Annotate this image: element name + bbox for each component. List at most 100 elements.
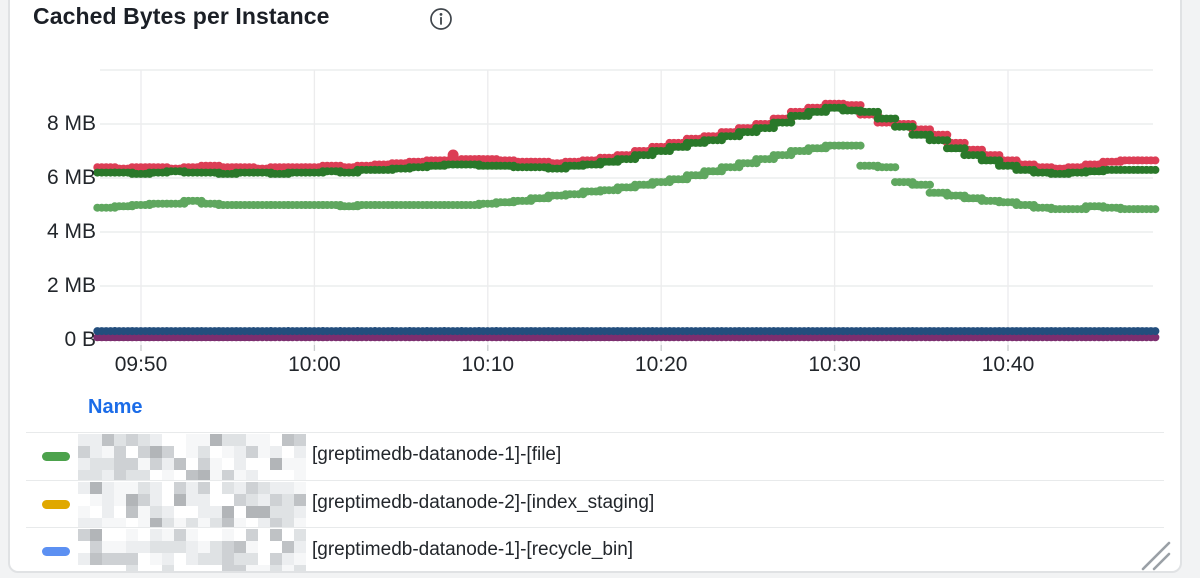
- mosaic-cell: [138, 553, 150, 565]
- mosaic-cell: [246, 482, 258, 494]
- chart-canvas[interactable]: [8, 0, 1182, 400]
- mosaic-cell: [246, 529, 258, 541]
- mosaic-cell: [186, 518, 198, 528]
- mosaic-cell: [198, 470, 210, 480]
- mosaic-cell: [282, 482, 294, 494]
- mosaic-cell: [282, 446, 294, 458]
- mosaic-cell: [270, 565, 282, 571]
- mosaic-cell: [258, 529, 270, 541]
- mosaic-cell: [198, 553, 210, 565]
- mosaic-cell: [162, 506, 174, 518]
- panel-title: Cached Bytes per Instance: [33, 3, 330, 29]
- mosaic-cell: [162, 470, 174, 480]
- mosaic-cell: [138, 506, 150, 518]
- mosaic-cell: [102, 470, 114, 480]
- mosaic-cell: [258, 458, 270, 470]
- mosaic-cell: [126, 506, 138, 518]
- mosaic-cell: [174, 553, 186, 565]
- mosaic-cell: [282, 565, 294, 571]
- mosaic-cell: [246, 434, 258, 446]
- mosaic-cell: [294, 446, 306, 458]
- mosaic-cell: [246, 446, 258, 458]
- series-color-marker: [42, 546, 70, 556]
- mosaic-cell: [138, 541, 150, 553]
- mosaic-cell: [162, 482, 174, 494]
- mosaic-cell: [294, 541, 306, 553]
- series-datanode-light-green: [93, 141, 1160, 214]
- legend-row[interactable]: [greptimedb-datanode-1]-[recycle_bin]: [10, 527, 1180, 571]
- mosaic-cell: [90, 470, 102, 480]
- series-color-marker: [42, 451, 70, 461]
- mosaic-cell: [210, 518, 222, 528]
- mosaic-cell: [210, 541, 222, 553]
- mosaic-cell: [294, 565, 306, 571]
- series-datanode-dark-green: [93, 103, 1160, 178]
- mosaic-cell: [258, 506, 270, 518]
- mosaic-cell: [174, 494, 186, 506]
- mosaic-cell: [102, 434, 114, 446]
- mosaic-cell: [270, 518, 282, 528]
- info-icon[interactable]: [429, 7, 453, 31]
- mosaic-cell: [138, 518, 150, 528]
- mosaic-cell: [114, 470, 126, 480]
- mosaic-cell: [198, 565, 210, 571]
- mosaic-cell: [258, 553, 270, 565]
- legend-header-name[interactable]: Name: [88, 396, 143, 418]
- mosaic-cell: [246, 541, 258, 553]
- x-tick-label: 10:40: [981, 353, 1035, 376]
- mosaic-cell: [90, 529, 102, 541]
- mosaic-cell: [270, 506, 282, 518]
- mosaic-cell: [90, 506, 102, 518]
- mosaic-cell: [126, 565, 138, 571]
- mosaic-cell: [162, 541, 174, 553]
- mosaic-cell: [210, 458, 222, 470]
- mosaic-cell: [222, 434, 234, 446]
- mosaic-cell: [222, 470, 234, 480]
- mosaic-cell: [102, 518, 114, 528]
- mosaic-cell: [162, 553, 174, 565]
- mosaic-cell: [222, 565, 234, 571]
- mosaic-cell: [234, 553, 246, 565]
- mosaic-cell: [270, 470, 282, 480]
- chart-panel: Cached Bytes per Instance 0 B 2 MB 4 MB 6 M…: [8, 0, 1182, 573]
- mosaic-cell: [222, 518, 234, 528]
- mosaic-cell: [198, 446, 210, 458]
- mosaic-cell: [150, 541, 162, 553]
- mosaic-cell: [186, 553, 198, 565]
- mosaic-cell: [174, 518, 186, 528]
- mosaic-cell: [222, 541, 234, 553]
- mosaic-cell: [90, 518, 102, 528]
- mosaic-cell: [126, 529, 138, 541]
- legend-series-label: [greptimedb-datanode-2]-[index_staging]: [312, 492, 655, 513]
- mosaic-cell: [270, 494, 282, 506]
- mosaic-cell: [102, 494, 114, 506]
- resize-handle[interactable]: [1138, 538, 1174, 573]
- mosaic-cell: [114, 446, 126, 458]
- legend-row[interactable]: [greptimedb-datanode-2]-[index_staging]: [10, 480, 1180, 528]
- legend-row[interactable]: [greptimedb-datanode-1]-[file]: [10, 432, 1180, 480]
- mosaic-cell: [234, 470, 246, 480]
- legend-divider: [26, 432, 1164, 433]
- mosaic-cell: [114, 518, 126, 528]
- mosaic-cell: [186, 482, 198, 494]
- mosaic-cell: [198, 518, 210, 528]
- mosaic-cell: [174, 529, 186, 541]
- mosaic-cell: [222, 506, 234, 518]
- mosaic-cell: [162, 529, 174, 541]
- mosaic-cell: [210, 565, 222, 571]
- mosaic-cell: [270, 553, 282, 565]
- mosaic-cell: [282, 541, 294, 553]
- mosaic-cell: [198, 506, 210, 518]
- y-tick-label: 0 B: [64, 328, 96, 351]
- mosaic-cell: [102, 541, 114, 553]
- mosaic-cell: [114, 565, 126, 571]
- mosaic-cell: [90, 565, 102, 571]
- mosaic-cell: [114, 541, 126, 553]
- x-tick-label: 10:20: [634, 353, 688, 376]
- mosaic-cell: [150, 434, 162, 446]
- mosaic-cell: [282, 529, 294, 541]
- mosaic-cell: [294, 470, 306, 480]
- mosaic-cell: [126, 446, 138, 458]
- mosaic-cell: [102, 458, 114, 470]
- redacted-name-mosaic: [78, 529, 306, 571]
